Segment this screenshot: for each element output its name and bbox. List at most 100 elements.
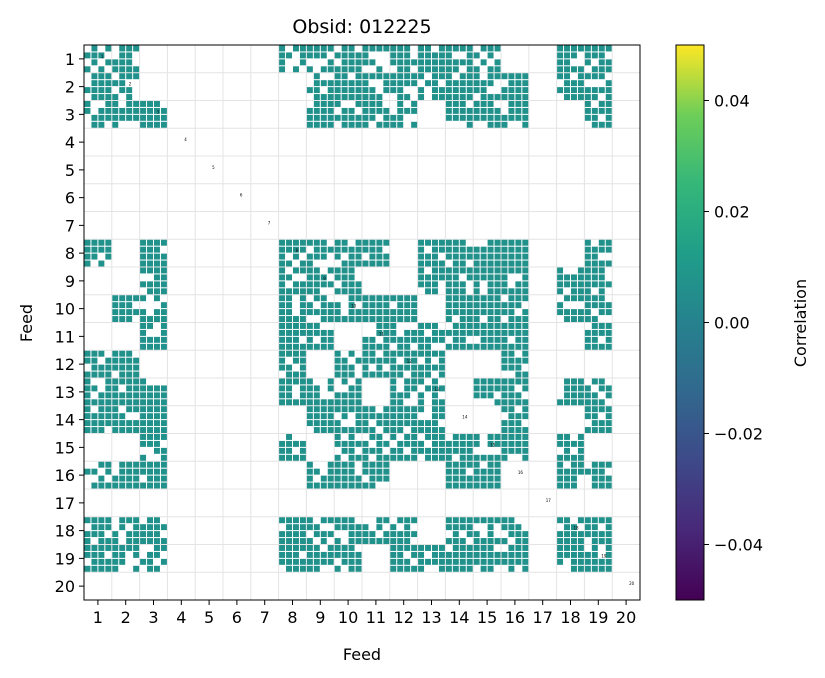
heatmap-cell [383,468,390,475]
heatmap-cell [557,73,564,80]
heatmap-cell [376,45,383,52]
heatmap-cell [341,545,348,551]
heatmap-cell [404,94,411,100]
heatmap-cell [390,114,397,121]
heatmap-cell [140,267,147,274]
heatmap-cell [306,114,313,121]
heatmap-cell [286,295,292,302]
heatmap-cell [473,538,480,544]
heatmap-cell [411,427,418,433]
heatmap-cell [605,87,612,94]
heatmap-cell [418,371,425,378]
heatmap-cell [133,378,140,385]
heatmap-cell [320,309,327,316]
heatmap-cell [286,323,292,329]
colorbar-tick-label: 0.02 [714,203,750,222]
heatmap-cell [105,253,112,260]
heatmap-cell [591,551,598,558]
heatmap-cell [494,121,501,128]
heatmap-cell [293,440,299,447]
heatmap-cell [91,239,98,246]
heatmap-cell [140,392,147,399]
heatmap-cell [432,267,438,274]
diagonal-label: 7 [268,220,271,225]
heatmap-cell [306,329,313,336]
heatmap-cell [487,52,494,59]
heatmap-cell [605,329,612,336]
heatmap-cell [418,246,425,253]
heatmap-cell [154,565,160,572]
heatmap-cell [598,288,605,295]
heatmap-cell [293,371,299,378]
heatmap-cell [397,420,404,427]
heatmap-cell [286,260,292,267]
heatmap-cell [411,350,418,357]
heatmap-cell [459,288,466,295]
heatmap-cell [299,309,306,316]
heatmap-cell [334,538,341,544]
heatmap-cell [584,468,591,475]
heatmap-cell [508,551,515,558]
heatmap-cell [591,107,598,114]
heatmap-cell [425,357,431,364]
heatmap-cell [154,461,160,468]
heatmap-cell [438,59,445,66]
diagonal-label: 17 [546,498,552,503]
heatmap-cell [112,558,119,565]
heatmap-cell [591,253,598,260]
heatmap-cell [466,114,473,121]
heatmap-cell [293,281,299,288]
heatmap-cell [105,73,112,80]
heatmap-cell [390,316,397,322]
heatmap-cell [279,385,286,392]
heatmap-cell [299,52,306,59]
heatmap-cell [286,288,292,295]
heatmap-cell [487,329,494,336]
heatmap-cell [313,482,320,489]
y-tick-label: 10 [55,300,75,319]
heatmap-cell [425,343,431,350]
heatmap-cell [320,66,327,73]
heatmap-cell [501,551,508,558]
heatmap-cell [557,59,564,66]
heatmap-cell [313,94,320,100]
heatmap-cell [501,246,508,253]
diagonal-label: 9 [323,276,326,281]
heatmap-cell [598,378,605,385]
heatmap-cell [390,87,397,94]
heatmap-cell [84,420,91,427]
heatmap-cell [487,45,494,52]
heatmap-cell [376,447,383,454]
heatmap-cell [133,399,140,406]
heatmap-cell [508,87,515,94]
heatmap-cell [418,281,425,288]
heatmap-cell [376,468,383,475]
heatmap-cell [397,545,404,551]
heatmap-cell [494,94,501,100]
heatmap-cell [605,545,612,551]
heatmap-cell [313,413,320,420]
heatmap-cell [425,371,431,378]
heatmap-cell [327,316,334,322]
heatmap-cell [522,357,529,364]
heatmap-cell [473,517,480,524]
heatmap-cell [591,73,598,80]
heatmap-cell [411,336,418,343]
heatmap-cell [508,434,515,440]
heatmap-cell [452,524,459,531]
heatmap-cell [334,427,341,433]
heatmap-cell [515,371,522,378]
heatmap-cell [376,364,383,371]
heatmap-cell [494,399,501,406]
heatmap-cell [91,413,98,420]
heatmap-cell [369,447,376,454]
heatmap-cell [369,531,376,538]
heatmap-cell [452,288,459,295]
heatmap-cell [334,246,341,253]
heatmap-cell [397,107,404,114]
heatmap-cell [119,364,126,371]
heatmap-cell [383,121,390,128]
heatmap-cell [334,101,341,107]
heatmap-cell [348,316,355,322]
